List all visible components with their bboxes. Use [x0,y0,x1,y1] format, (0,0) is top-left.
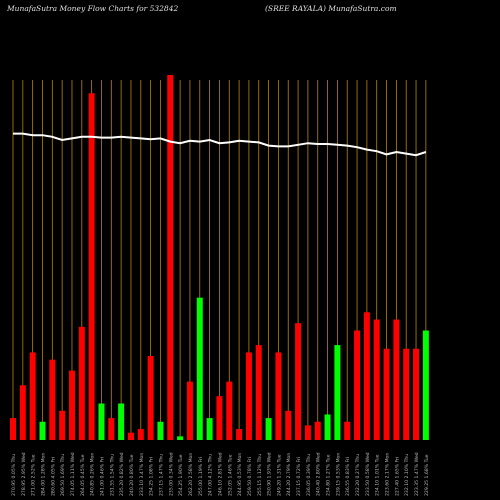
category-label: 269.50 1.69% Thu [60,454,66,496]
category-label: 284.00 1.28% Mon [40,453,46,496]
bars [10,75,429,440]
bar [383,348,390,440]
bar [393,319,400,440]
bar [127,432,134,440]
category-label: 227.40 1.65% Fri [394,457,400,496]
category-label: 259.50 0.78% Fri [247,457,253,496]
bar [98,403,105,440]
bar [324,414,331,440]
bar [245,352,252,440]
bar [29,352,36,440]
category-label: 240.85 0.26% Mon [90,453,96,496]
bar [226,381,233,440]
category-label: 247.00 4.12% Thu [208,454,214,496]
bar [147,356,154,440]
chart-header-left: MunafaSutra Money Flow Charts for 532842 [7,4,179,13]
bar [108,418,115,440]
bar [49,359,56,440]
bar [68,370,75,440]
category-label: 274.05 1.11% Wed [70,452,76,496]
bar [59,410,66,440]
bar [186,381,193,440]
bar [403,348,410,440]
category-label: 232.10 2.10% Thu [404,454,410,496]
category-label: 244.20 2.79% Mon [286,453,292,496]
bar [255,345,262,440]
category-label: 280.60 4.05% Fri [50,457,56,496]
category-label: 234.25 1.08% Fri [149,457,155,496]
bar [344,421,351,440]
bar [206,418,213,440]
bar [88,93,95,440]
bar [295,323,302,440]
bar [39,421,46,440]
category-label: 262.20 2.58% Mon [188,453,194,496]
category-labels: 270.95 0.05% Thu 278.95 2.95% Wed 271.00 2… [11,452,430,496]
category-label: 252.05 1.46% Tue [227,454,233,496]
bar [137,429,144,440]
category-label: 235.20 0.82% Wed [119,452,125,496]
category-label: 236.55 0.83% Fri [345,457,351,496]
category-label: 234.80 1.27% Tue [326,454,332,496]
category-label: 255.15 1.12% Thu [257,454,263,496]
bar [354,330,361,440]
bar [10,418,16,440]
category-label: 249.20 1.31% Tue [276,454,282,496]
bar [422,330,429,440]
category-label: 233.50 0.58% Wed [365,452,371,496]
category-label: 229.25 1.68% Tue [424,454,430,496]
chart-header-right: (SREE RAYALA) MunafaSutra.com [265,4,397,13]
bar [216,396,223,440]
category-label: 254.25 1.90% Tue [178,454,184,496]
category-label: 255.00 1.19% Fri [198,457,204,496]
bar [304,425,311,440]
category-label: 231.55 1.54% Thu [109,454,115,496]
category-label: 240.40 2.80% Wed [316,452,322,496]
category-label: 235.00 0.34% Wed [168,452,174,496]
bar [265,418,272,440]
bar [314,421,321,440]
category-label: 271.00 2.52% Tue [31,454,37,496]
bar [196,297,203,440]
category-label: 232.20 0.27% Thu [355,454,361,496]
bar [167,75,174,440]
grid-lines [12,80,427,440]
category-label: 239.15 0.53% Mon [335,453,341,496]
category-label: 223.60 2.17% Mon [385,453,391,496]
category-label: 236.05 0.39% Thu [306,454,312,496]
bar [334,345,341,440]
bar [285,410,292,440]
category-label: 244.95 0.53% Mon [237,453,243,496]
category-label: 241.00 0.46% Fri [99,457,105,496]
category-label: 223.35 1.47% Wed [414,452,420,496]
category-label: 270.95 0.05% Thu [11,454,17,496]
bar [275,352,282,440]
category-label: 240.20 0.80% Tue [129,454,135,496]
bar [19,385,26,440]
category-label: 250.90 1.93% Wed [267,452,273,496]
category-label: 237.15 1.47% Thu [158,454,164,496]
bar [157,421,164,440]
category-label: 234.10 1.01% Tue [375,454,381,496]
category-label: 264.05 0.45% Tue [80,454,86,496]
bar [118,403,125,440]
bar [177,436,184,440]
category-label: 246.10 2.81% Wed [217,452,223,496]
bar [78,326,85,440]
category-label: 278.95 2.95% Wed [21,452,27,496]
bar [236,429,243,440]
category-label: 233.10 3.47% Mon [139,453,145,496]
price-line [13,132,427,157]
category-label: 237.15 0.72% Fri [296,457,302,496]
bar [373,319,380,440]
bar [363,312,370,440]
bar [413,348,420,440]
